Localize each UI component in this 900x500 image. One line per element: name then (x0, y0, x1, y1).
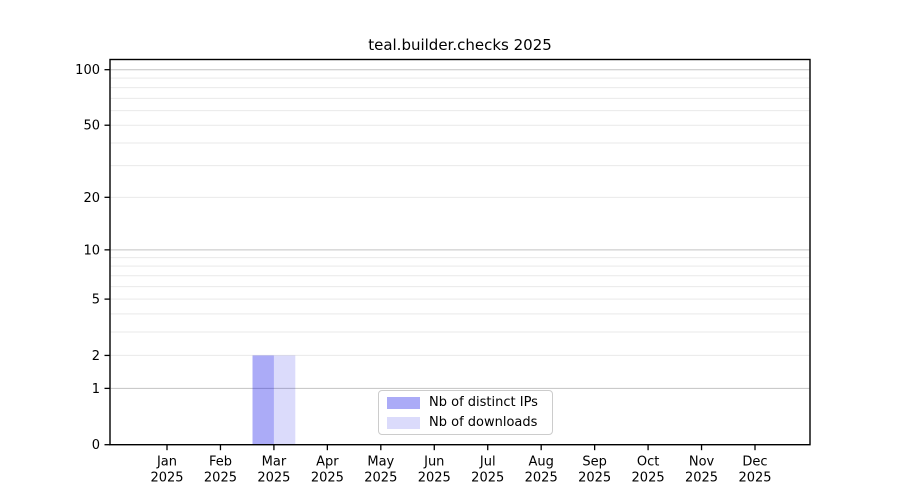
legend-swatch-downloads (387, 416, 420, 429)
x-tick-label-year: 2025 (364, 471, 397, 486)
legend-entry-downloads: Nb of downloads (387, 415, 544, 430)
x-tick-label-month: Jul (479, 455, 496, 470)
x-tick-label-month: Nov (689, 455, 715, 470)
x-tick-label-month: May (367, 455, 394, 470)
x-tick-label-month: Jun (423, 455, 444, 470)
x-tick-label-month: Mar (262, 455, 287, 470)
y-tick-label: 100 (75, 63, 100, 78)
x-tick-label-year: 2025 (204, 471, 237, 486)
y-tick-label: 10 (83, 243, 100, 258)
legend: Nb of distinct IPs Nb of downloads (378, 390, 553, 435)
x-tick-label-year: 2025 (418, 471, 451, 486)
bar-nb-of-downloads-mar (273, 355, 296, 445)
chart-title: teal.builder.checks 2025 (368, 36, 552, 54)
legend-label-downloads: Nb of downloads (429, 415, 538, 430)
x-tick-label-month: Apr (316, 455, 339, 470)
x-tick-label-year: 2025 (578, 471, 611, 486)
bar-nb-of-distinct-ips-mar (252, 355, 274, 445)
plot-frame (109, 58, 811, 446)
x-tick-label-year: 2025 (471, 471, 504, 486)
y-tick-label: 50 (83, 119, 100, 134)
x-tick-label-month: Aug (528, 455, 553, 470)
x-tick-label-month: Dec (742, 455, 767, 470)
legend-entry-distinct-ips: Nb of distinct IPs (387, 395, 544, 410)
x-tick-label-year: 2025 (150, 471, 183, 486)
x-tick-label-month: Feb (209, 455, 232, 470)
x-tick-label-year: 2025 (738, 471, 771, 486)
y-tick-label: 0 (92, 438, 100, 453)
y-tick-label: 2 (92, 349, 100, 364)
x-tick-label-year: 2025 (525, 471, 558, 486)
legend-label-distinct-ips: Nb of distinct IPs (429, 395, 538, 410)
x-tick-label-year: 2025 (257, 471, 290, 486)
x-tick-label-year: 2025 (311, 471, 344, 486)
x-tick-label-year: 2025 (632, 471, 665, 486)
y-tick-label: 20 (83, 191, 100, 206)
x-tick-label-month: Jan (156, 455, 177, 470)
legend-swatch-distinct-ips (387, 396, 420, 409)
y-tick-label: 1 (92, 382, 100, 397)
x-tick-label-month: Sep (582, 455, 607, 470)
x-tick-label-year: 2025 (685, 471, 718, 486)
y-tick-label: 5 (92, 293, 100, 308)
x-tick-label-month: Oct (637, 455, 659, 470)
